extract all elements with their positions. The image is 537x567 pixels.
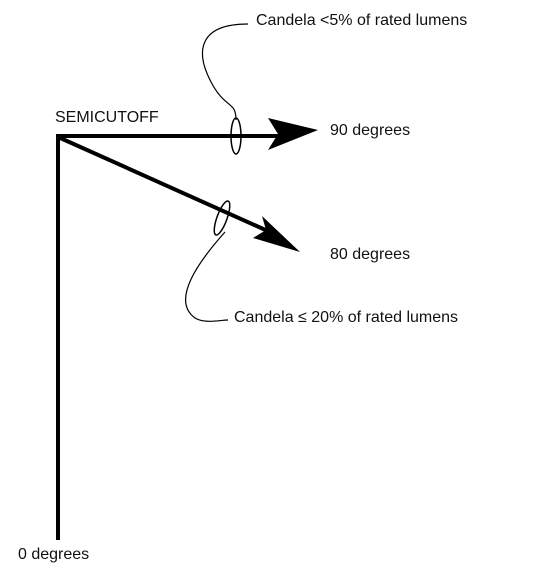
- leader-bottom: [185, 231, 229, 322]
- arrowhead-80: [253, 216, 300, 252]
- ellipse-80: [213, 200, 231, 236]
- label-90: 90 degrees: [330, 122, 410, 139]
- arrow-80: [57, 135, 271, 234]
- bottom-note: Candela ≤ 20% of rated lumens: [234, 309, 458, 326]
- top-note: Candela <5% of rated lumens: [256, 12, 467, 29]
- arrowhead-90: [268, 118, 318, 150]
- title: SEMICUTOFF: [55, 109, 159, 126]
- label-80: 80 degrees: [330, 246, 410, 263]
- label-0: 0 degrees: [18, 546, 89, 563]
- leader-top: [202, 23, 249, 121]
